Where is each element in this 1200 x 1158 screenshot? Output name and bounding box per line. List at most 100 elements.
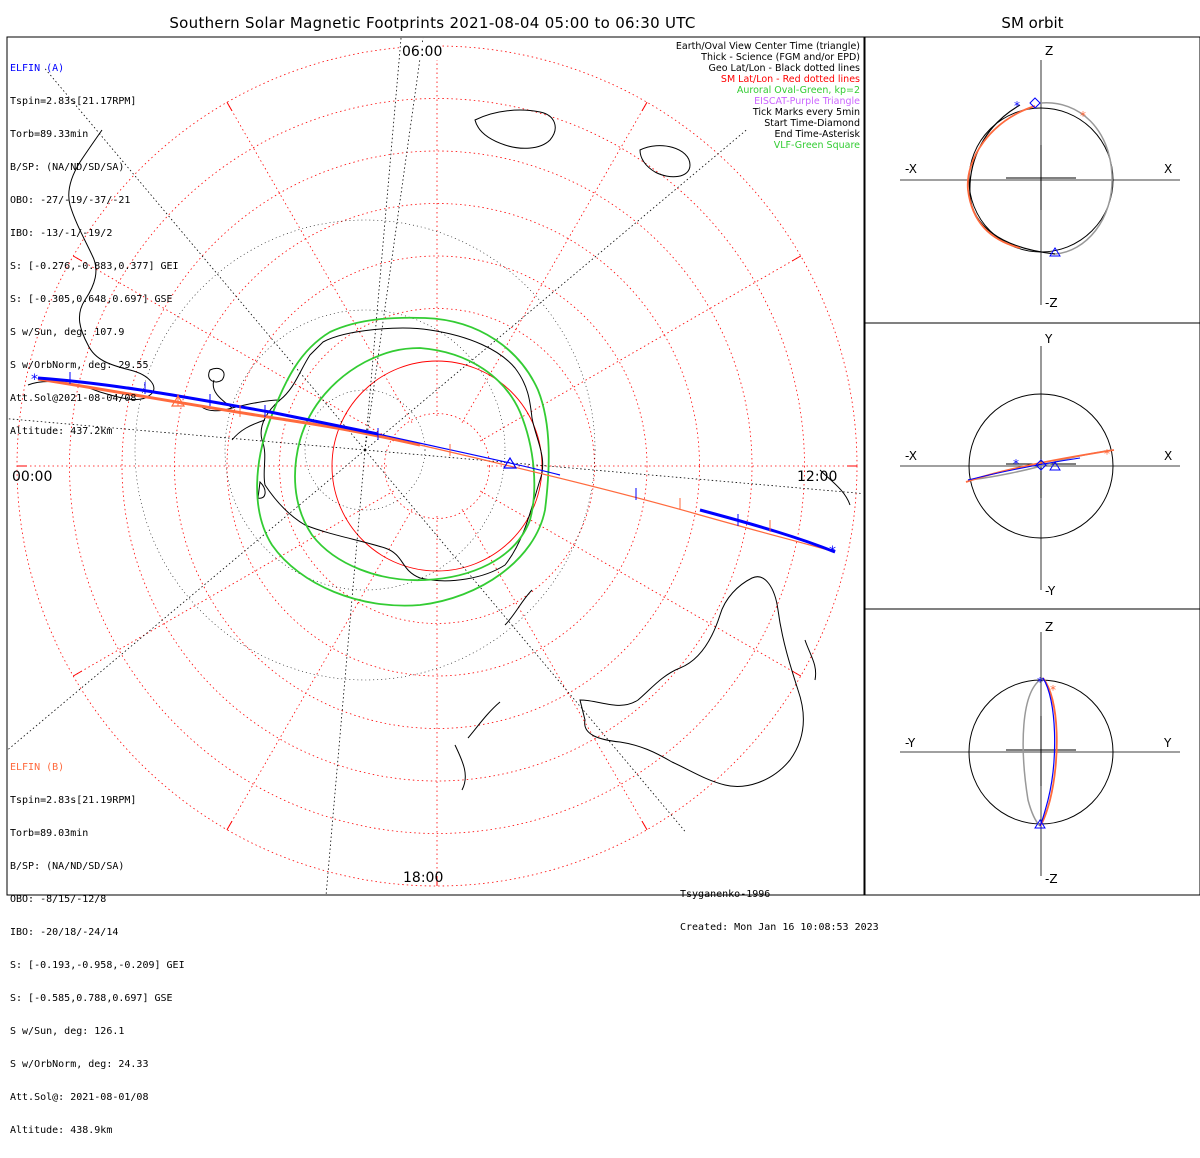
elfin-b-name: ELFIN (B) [10,762,65,773]
sm-lon-line [480,255,801,442]
info-line: S: [-0.193,-0.958,-0.209] GEI [10,960,185,971]
sm-lon-tick [641,820,648,830]
footprint-plot: * * * * [6,36,1200,896]
info-line: Att.Sol@: 2021-08-01/08 [10,1092,149,1103]
info-line: IBO: -13/-1/-19/2 [10,228,113,239]
elfin-b-track-thin [419,444,836,553]
sm-axis-label: -Z [1045,872,1058,886]
sm-lon-tick [226,820,233,830]
sm-panel-xy: * * [900,346,1180,590]
sm-axis-label: Z [1045,44,1054,58]
sm-orbit-grey [1040,102,1113,255]
sm-orbit-title: SM orbit [1001,14,1064,32]
geo-lon-line [8,449,366,751]
geo-lon-line [364,449,687,834]
sm-axis-label: -Y [1045,584,1056,598]
sm-orbit-b [966,105,1036,249]
sm-axis-label: X [1164,162,1173,176]
sm-panel-yz: * * [900,632,1180,876]
sm-lon-line [73,255,394,442]
legend-entry: Tick Marks every 5min [752,107,860,118]
sm-orbit-b [1039,677,1058,827]
legend-entry: EISCAT-Purple Triangle [754,96,860,107]
legend: Earth/Oval View Center Time (triangle) Th… [676,41,860,151]
hour-label-left: 00:00 [12,469,53,485]
sm-lat-circle [279,308,595,624]
info-line: S w/OrbNorm, deg: 24.33 [10,1059,149,1070]
legend-entry: SM Lat/Lon - Red dotted lines [720,74,860,85]
info-line: Tspin=2.83s[21.19RPM] [10,795,137,806]
sm-lon-line [73,490,394,677]
sm-lat-circle [226,255,648,677]
hour-label-bottom: 18:00 [403,870,444,886]
info-line: S: [-0.305,0.648,0.697] GSE [10,294,173,305]
hour-label-top: 06:00 [402,44,443,60]
svg-text:*: * [1013,457,1019,471]
info-line: Att.Sol@2021-08-04/08 [10,393,137,404]
australia-coast [579,576,804,787]
svg-text:*: * [1037,675,1043,689]
info-line: Tspin=2.83s[21.17RPM] [10,96,137,107]
sm-orbit-a [967,457,1081,481]
svg-text:*: * [1080,109,1086,123]
sm-axis-label: -X [905,449,917,463]
info-line: B/SP: (NA/ND/SD/SA) [10,162,125,173]
sm-lon-tick [791,255,801,262]
info-line: Altitude: 438.9km [10,1125,113,1136]
sm-lon-line [461,102,648,423]
sm-lon-tick [641,102,648,112]
elfin-a-ticks [69,372,739,526]
footer: Tsyganenko-1996 Created: Mon Jan 16 10:0… [680,867,879,955]
sm-axis-label: X [1164,449,1173,463]
africa-coast [474,109,691,178]
sm-orbit-a [969,104,1056,255]
coastlines [27,109,851,791]
geo-lon-line [364,449,863,494]
new-zealand-coast [454,589,533,791]
geo-lat-circle [304,389,426,511]
geo-lon-line [43,66,366,451]
sm-lon-line [226,509,413,830]
sm-orbit-a [1039,677,1056,827]
sm-axis-label: Z [1045,620,1054,634]
sm-orbit-panels: * * * * [900,60,1180,876]
page-title: Southern Solar Magnetic Footprints 2021-… [169,14,696,32]
elfin-a-view-triangle [502,456,518,469]
svg-text:*: * [1014,99,1020,113]
sm-orbit-grey [1022,677,1044,827]
hour-label-right: 12:00 [797,469,838,485]
elfin-a-name: ELFIN (A) [10,63,65,74]
sm-lat-circle [174,203,700,729]
south-america-coast [27,129,155,401]
model-label: Tsyganenko-1996 [680,889,771,900]
polar-grid [8,38,863,894]
legend-entry: VLF-Green Square [773,140,860,151]
geo-lon-line [364,38,402,451]
sm-lon-tick [73,670,83,677]
geo-lon-line [364,128,749,451]
info-line: OBO: -27/-19/-37/-21 [10,195,131,206]
geo-lon-line [325,449,366,894]
geo-lon-line [364,38,424,451]
elfin-a-info: ELFIN (A) Tspin=2.83s[21.17RPM] Torb=89.… [10,41,179,459]
sm-lon-tick [73,255,83,262]
legend-entry: End Time-Asterisk [774,129,860,140]
satellite-tracks: * * [31,372,836,560]
sm-axis-label: -X [905,162,917,176]
info-line: Torb=89.33min [10,129,89,140]
sm-lon-line [461,509,648,830]
elfin-b-info: ELFIN (B) Tspin=2.83s[21.19RPM] Torb=89.… [10,740,185,1158]
sm-lon-line [226,102,413,423]
sm-axis-label: Y [1045,332,1053,346]
legend-entry: Thick - Science (FGM and/or EPD) [701,52,860,63]
sm-lon-tick [226,102,233,112]
info-line: S: [-0.276,-0.883,0.377] GEI [10,261,179,272]
main-frame [6,36,865,896]
auroral-oval-inner [294,347,536,582]
info-line: S: [-0.585,0.788,0.697] GSE [10,993,173,1004]
elfin-a-start-asterisk: * [31,372,38,388]
elfin-a-end-asterisk: * [829,544,836,560]
info-line: S w/OrbNorm, deg: 29.55 [10,360,149,371]
sm-axis-label: -Y [905,736,916,750]
island-coast [208,367,851,681]
